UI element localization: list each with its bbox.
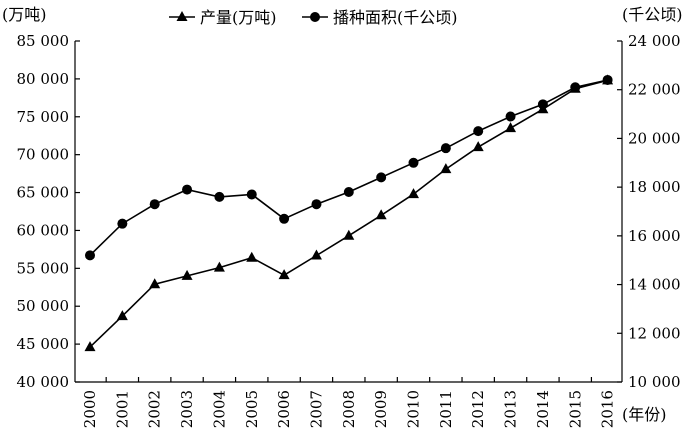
x-tick-label: 2016 [599, 390, 617, 428]
legend-label-area: 播种面积(千公顷) [333, 8, 458, 27]
left-axis-ticks: 40 000 45 000 50 000 55 000 60 000 65 000 70 0… [17, 32, 80, 391]
data-point-circle [376, 172, 387, 183]
x-tick-label: 2008 [340, 390, 358, 428]
data-point-triangle [569, 82, 581, 93]
right-tick-label: 12 000 [628, 324, 681, 342]
data-point-triangle [408, 188, 419, 199]
x-tick-label: 2014 [534, 390, 552, 428]
left-tick-label: 80 000 [17, 70, 70, 88]
x-tick-label: 2005 [243, 390, 261, 428]
x-tick-label: 2001 [113, 390, 131, 428]
data-point-circle [117, 218, 128, 229]
right-tick-label: 24 000 [628, 32, 681, 50]
data-point-circle [343, 187, 354, 198]
x-axis-ticks: 2000 2001 2002 2003 2004 2005 2006 2007 2008 2009… [81, 377, 617, 428]
left-tick-label: 75 000 [17, 108, 70, 126]
right-axis-ticks: 10 000 12 000 14 000 16 000 18 000 20 000 22 0… [617, 32, 681, 391]
data-point-circle [473, 126, 484, 137]
data-point-triangle [213, 261, 225, 272]
data-point-circle [182, 184, 193, 195]
right-tick-label: 14 000 [628, 276, 681, 294]
left-tick-label: 50 000 [17, 297, 70, 315]
left-tick-label: 60 000 [17, 221, 70, 239]
data-point-triangle [84, 341, 96, 352]
x-tick-label: 2009 [372, 390, 390, 428]
data-point-circle [440, 143, 451, 154]
data-point-triangle [278, 269, 290, 280]
x-tick-label: 2002 [146, 390, 164, 428]
series-line [89, 79, 608, 348]
data-point-circle [85, 250, 95, 261]
left-tick-label: 85 000 [17, 32, 70, 50]
left-tick-label: 70 000 [17, 146, 70, 164]
data-point-triangle [343, 229, 355, 240]
x-axis-unit-label: (年份) [622, 405, 667, 424]
left-tick-label: 65 000 [17, 184, 70, 202]
data-point-triangle [472, 141, 484, 152]
right-tick-label: 10 000 [628, 373, 681, 391]
data-point-circle [279, 213, 290, 224]
left-tick-label: 40 000 [17, 373, 70, 391]
right-tick-label: 16 000 [628, 227, 681, 245]
data-point-triangle [246, 251, 258, 262]
x-tick-label: 2012 [469, 390, 487, 428]
data-point-circle [408, 157, 419, 168]
data-point-triangle [149, 278, 161, 289]
legend: 产量(万吨) 播种面积(千公顷) [169, 8, 458, 27]
x-tick-label: 2003 [178, 390, 196, 428]
x-tick-label: 2010 [405, 390, 423, 428]
legend-marker-triangle [176, 11, 188, 21]
data-point-triangle [116, 310, 128, 321]
series-production [84, 74, 614, 352]
x-tick-label: 2015 [566, 390, 584, 428]
x-tick-label: 2000 [81, 390, 99, 428]
x-tick-label: 2013 [502, 390, 520, 428]
data-point-triangle [505, 122, 517, 133]
left-axis-unit-label: (万吨) [2, 5, 47, 24]
series-line [89, 79, 608, 256]
legend-label-production: 产量(万吨) [200, 8, 277, 27]
data-point-circle [214, 191, 225, 202]
data-point-circle [246, 189, 257, 200]
right-tick-label: 18 000 [628, 178, 681, 196]
data-point-circle [149, 199, 160, 210]
data-point-triangle [537, 103, 549, 114]
right-tick-label: 20 000 [628, 129, 681, 147]
data-point-triangle [310, 249, 322, 260]
left-tick-label: 55 000 [17, 259, 70, 277]
data-point-circle [311, 199, 322, 210]
x-tick-label: 2006 [275, 390, 293, 428]
data-point-triangle [602, 74, 614, 85]
right-tick-label: 22 000 [628, 81, 681, 99]
right-axis-unit-label: (千公顷) [622, 5, 683, 24]
x-tick-label: 2007 [307, 390, 325, 428]
data-point-triangle [375, 209, 387, 220]
data-point-triangle [181, 269, 193, 280]
axes [74, 41, 623, 383]
x-tick-label: 2004 [210, 390, 228, 428]
left-tick-label: 45 000 [17, 335, 70, 353]
legend-marker-circle [310, 12, 320, 22]
x-tick-label: 2011 [437, 390, 455, 428]
data-point-circle [505, 111, 516, 122]
data-point-triangle [440, 163, 452, 174]
